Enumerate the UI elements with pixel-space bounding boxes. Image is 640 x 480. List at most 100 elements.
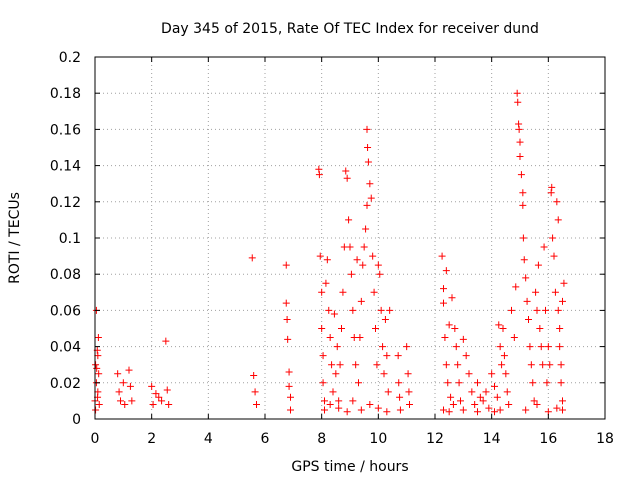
data-point (447, 393, 455, 401)
data-point (449, 401, 457, 409)
data-point (496, 406, 504, 414)
data-point (95, 401, 103, 409)
y-tick-label: 0.08 (50, 267, 81, 283)
data-point (92, 361, 100, 369)
data-point (549, 234, 557, 242)
data-point (533, 306, 541, 314)
x-tick-label: 6 (261, 431, 270, 447)
data-point (149, 401, 157, 409)
data-point (342, 167, 350, 175)
data-point (336, 361, 344, 369)
data-point (523, 297, 531, 305)
data-point (534, 261, 542, 269)
data-point (515, 120, 523, 128)
data-point (537, 343, 545, 351)
data-point (444, 379, 452, 387)
x-tick-label: 4 (204, 431, 213, 447)
data-point (539, 361, 547, 369)
data-point (347, 270, 355, 278)
data-point (485, 404, 493, 412)
data-point (510, 334, 518, 342)
data-point (440, 285, 447, 293)
data-point (326, 334, 334, 342)
y-tick-label: 0.14 (50, 159, 81, 175)
data-point (474, 379, 481, 387)
data-point (325, 306, 333, 314)
data-point (554, 216, 562, 224)
data-point (448, 294, 456, 302)
data-point (384, 388, 392, 396)
data-point (114, 370, 122, 378)
data-point (503, 388, 511, 396)
data-point (285, 382, 293, 390)
data-point (557, 361, 565, 369)
data-point (250, 372, 258, 380)
data-point (551, 288, 559, 296)
data-point (162, 337, 170, 345)
data-point (315, 171, 323, 179)
data-point (158, 397, 166, 405)
data-point (366, 180, 374, 188)
data-point (338, 325, 345, 332)
data-point (522, 406, 530, 414)
data-point (343, 174, 351, 182)
data-point (556, 343, 564, 351)
data-point (335, 397, 343, 405)
data-point (474, 408, 481, 416)
data-point (376, 270, 384, 278)
data-point (335, 404, 343, 412)
data-point (522, 274, 530, 282)
data-point (520, 256, 528, 264)
data-point (525, 315, 532, 323)
data-point (517, 171, 525, 179)
data-point (380, 370, 388, 378)
data-point (442, 361, 450, 369)
data-point (315, 165, 323, 173)
data-point (374, 261, 382, 269)
data-point (165, 401, 173, 409)
data-point (557, 379, 565, 387)
data-point (282, 299, 290, 307)
data-point (465, 370, 473, 378)
data-point (318, 325, 326, 332)
data-point (457, 397, 464, 405)
data-point (479, 397, 487, 405)
x-tick-label: 8 (317, 431, 326, 447)
data-point (560, 279, 568, 287)
data-point (386, 306, 394, 314)
data-point (441, 334, 449, 342)
axis-ticks: 0 2 4 6 8 10 12 14 16 18 0 0.02 0.04 0.06 0.08 0.1 0.12 0… (50, 50, 614, 447)
y-tick-label: 0.06 (50, 303, 81, 319)
data-point (285, 368, 293, 376)
data-point (373, 361, 381, 369)
x-tick-label: 18 (596, 431, 614, 447)
data-point (468, 388, 476, 396)
data-point (356, 334, 364, 342)
data-point (345, 216, 353, 224)
data-point (360, 243, 368, 251)
data-point (502, 370, 510, 378)
data-point (546, 361, 554, 369)
data-point (117, 397, 124, 405)
data-point (349, 306, 357, 314)
data-point (406, 401, 413, 409)
data-point (542, 306, 549, 314)
data-point (404, 370, 412, 378)
data-point (440, 406, 447, 414)
data-point (332, 370, 340, 378)
data-point (554, 306, 562, 314)
data-point (559, 397, 566, 405)
data-point (445, 408, 453, 416)
data-point (500, 352, 508, 360)
data-point (366, 401, 374, 409)
data-point (454, 361, 462, 369)
x-tick-label: 2 (147, 431, 156, 447)
data-point (248, 254, 256, 262)
x-tick-label: 14 (483, 431, 501, 447)
data-point (152, 390, 160, 398)
data-point (349, 397, 357, 405)
data-point (496, 343, 504, 351)
y-tick-label: 0.12 (50, 195, 81, 211)
data-point (403, 343, 411, 351)
